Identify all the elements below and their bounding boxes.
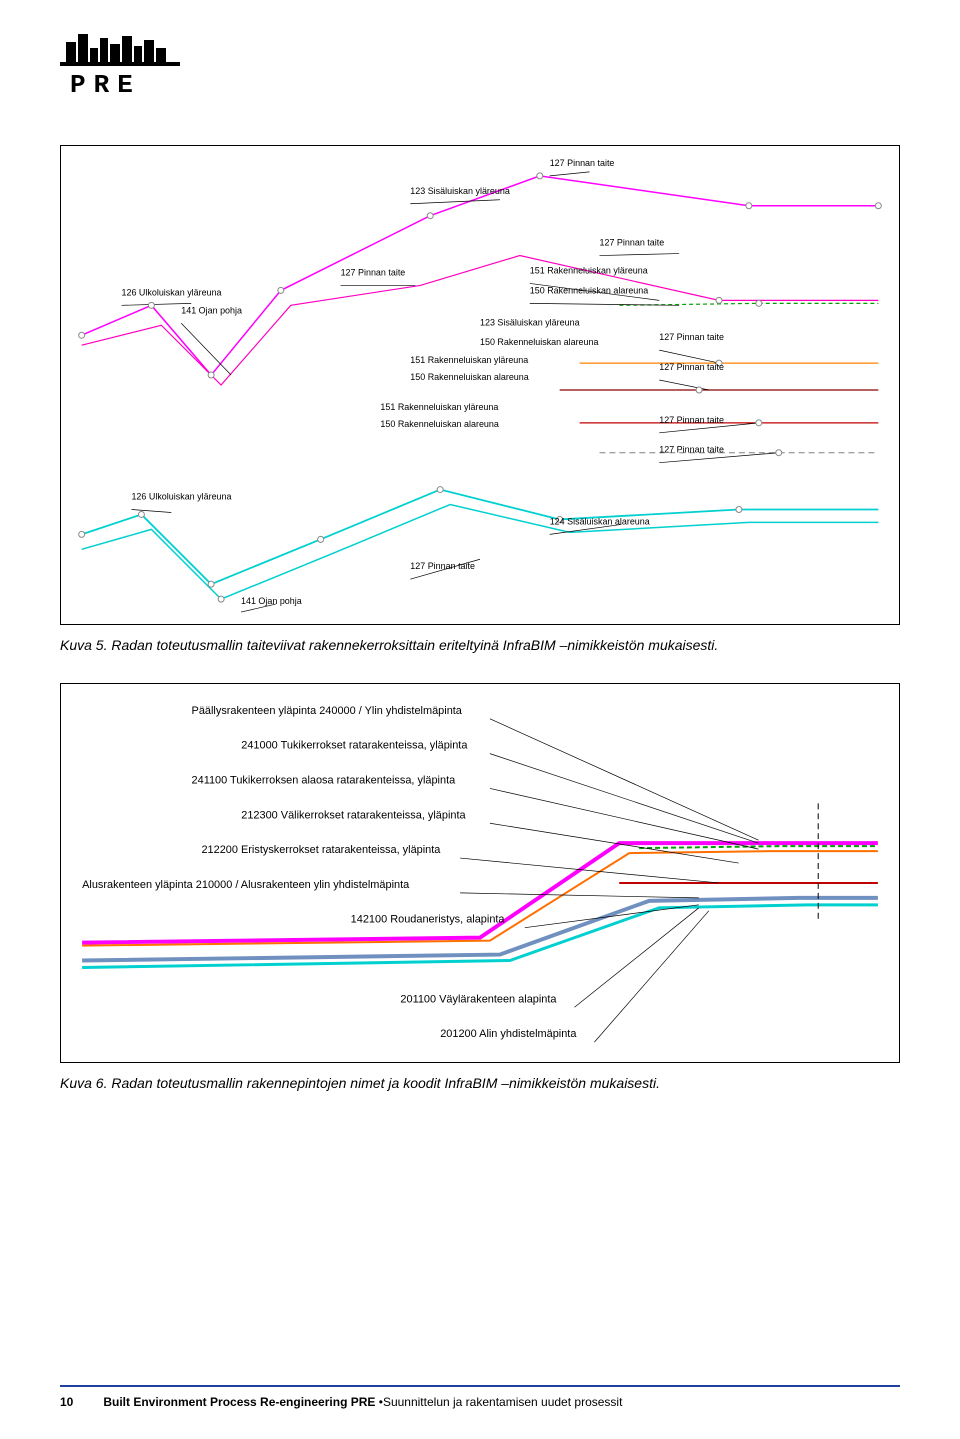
svg-text:Päällysrakenteen yläpinta 2400: Päällysrakenteen yläpinta 240000 / Ylin … (192, 705, 463, 717)
svg-text:201200 Alin yhdistelmäpinta: 201200 Alin yhdistelmäpinta (440, 1028, 577, 1040)
page-footer: 10 Built Environment Process Re-engineer… (60, 1385, 900, 1409)
svg-text:126 Ulkoluiskan yläreuna: 126 Ulkoluiskan yläreuna (131, 492, 231, 502)
logo-text: PRE (70, 70, 141, 100)
svg-text:241000 Tukikerrokset rataraken: 241000 Tukikerrokset ratarakenteissa, yl… (241, 740, 468, 752)
svg-text:150 Rakenneluiskan alareuna: 150 Rakenneluiskan alareuna (530, 285, 648, 295)
svg-text:141 Ojan pohja: 141 Ojan pohja (181, 305, 242, 315)
svg-text:124 Sisäluiskan alareuna: 124 Sisäluiskan alareuna (550, 516, 650, 526)
svg-text:123 Sisäluiskan yläreuna: 123 Sisäluiskan yläreuna (410, 186, 510, 196)
figure-2-caption: Kuva 6. Radan toteutusmallin rakennepint… (60, 1075, 900, 1091)
svg-text:126 Ulkoluiskan yläreuna: 126 Ulkoluiskan yläreuna (122, 287, 222, 297)
svg-text:127 Pinnan taite: 127 Pinnan taite (600, 238, 665, 248)
svg-text:127 Pinnan taite: 127 Pinnan taite (659, 362, 724, 372)
svg-text:150 Rakenneluiskan alareuna: 150 Rakenneluiskan alareuna (410, 372, 528, 382)
figure-2-svg: Päällysrakenteen yläpinta 240000 / Ylin … (61, 684, 899, 1062)
svg-text:150 Rakenneluiskan alareuna: 150 Rakenneluiskan alareuna (480, 337, 598, 347)
svg-text:150 Rakenneluiskan alareuna: 150 Rakenneluiskan alareuna (380, 419, 498, 429)
svg-text:127 Pinnan taite: 127 Pinnan taite (659, 415, 724, 425)
svg-text:142100 Roudaneristys, alapinta: 142100 Roudaneristys, alapinta (351, 914, 506, 926)
figure-1: 127 Pinnan taite 123 Sisäluiskan yläreuna… (60, 145, 900, 625)
svg-text:241100 Tukikerroksen alaosa ra: 241100 Tukikerroksen alaosa ratarakentei… (192, 774, 457, 786)
svg-text:127 Pinnan taite: 127 Pinnan taite (550, 158, 615, 168)
svg-text:123 Sisäluiskan yläreuna: 123 Sisäluiskan yläreuna (480, 317, 580, 327)
svg-text:151 Rakenneluiskan yläreuna: 151 Rakenneluiskan yläreuna (380, 402, 498, 412)
svg-text:127 Pinnan taite: 127 Pinnan taite (410, 561, 475, 571)
figure-1-caption: Kuva 5. Radan toteutusmallin taiteviivat… (60, 637, 900, 653)
svg-text:127 Pinnan taite: 127 Pinnan taite (659, 332, 724, 342)
svg-text:151 Rakenneluiskan yläreuna: 151 Rakenneluiskan yläreuna (530, 265, 648, 275)
footer-project: Built Environment Process Re-engineering… (103, 1395, 375, 1409)
svg-text:212200 Eristyskerrokset ratara: 212200 Eristyskerrokset ratarakenteissa,… (201, 844, 441, 856)
svg-text:Alusrakenteen yläpinta 210000: Alusrakenteen yläpinta 210000 / Alusrake… (82, 879, 410, 891)
figure-2: Päällysrakenteen yläpinta 240000 / Ylin … (60, 683, 900, 1063)
page-number: 10 (60, 1395, 100, 1409)
svg-text:201100 Väylärakenteen alapinta: 201100 Väylärakenteen alapinta (400, 993, 557, 1005)
svg-text:151 Rakenneluiskan yläreuna: 151 Rakenneluiskan yläreuna (410, 355, 528, 365)
svg-text:127 Pinnan taite: 127 Pinnan taite (659, 445, 724, 455)
figure-1-svg: 127 Pinnan taite 123 Sisäluiskan yläreuna… (61, 146, 899, 624)
svg-text:212300 Välikerrokset rataraken: 212300 Välikerrokset ratarakenteissa, yl… (241, 809, 466, 821)
pre-logo: PRE (60, 30, 900, 105)
svg-text:127 Pinnan taite: 127 Pinnan taite (341, 267, 406, 277)
svg-text:141 Ojan pohja: 141 Ojan pohja (241, 596, 302, 606)
footer-subtitle: •Suunnittelun ja rakentamisen uudet pros… (375, 1395, 622, 1409)
